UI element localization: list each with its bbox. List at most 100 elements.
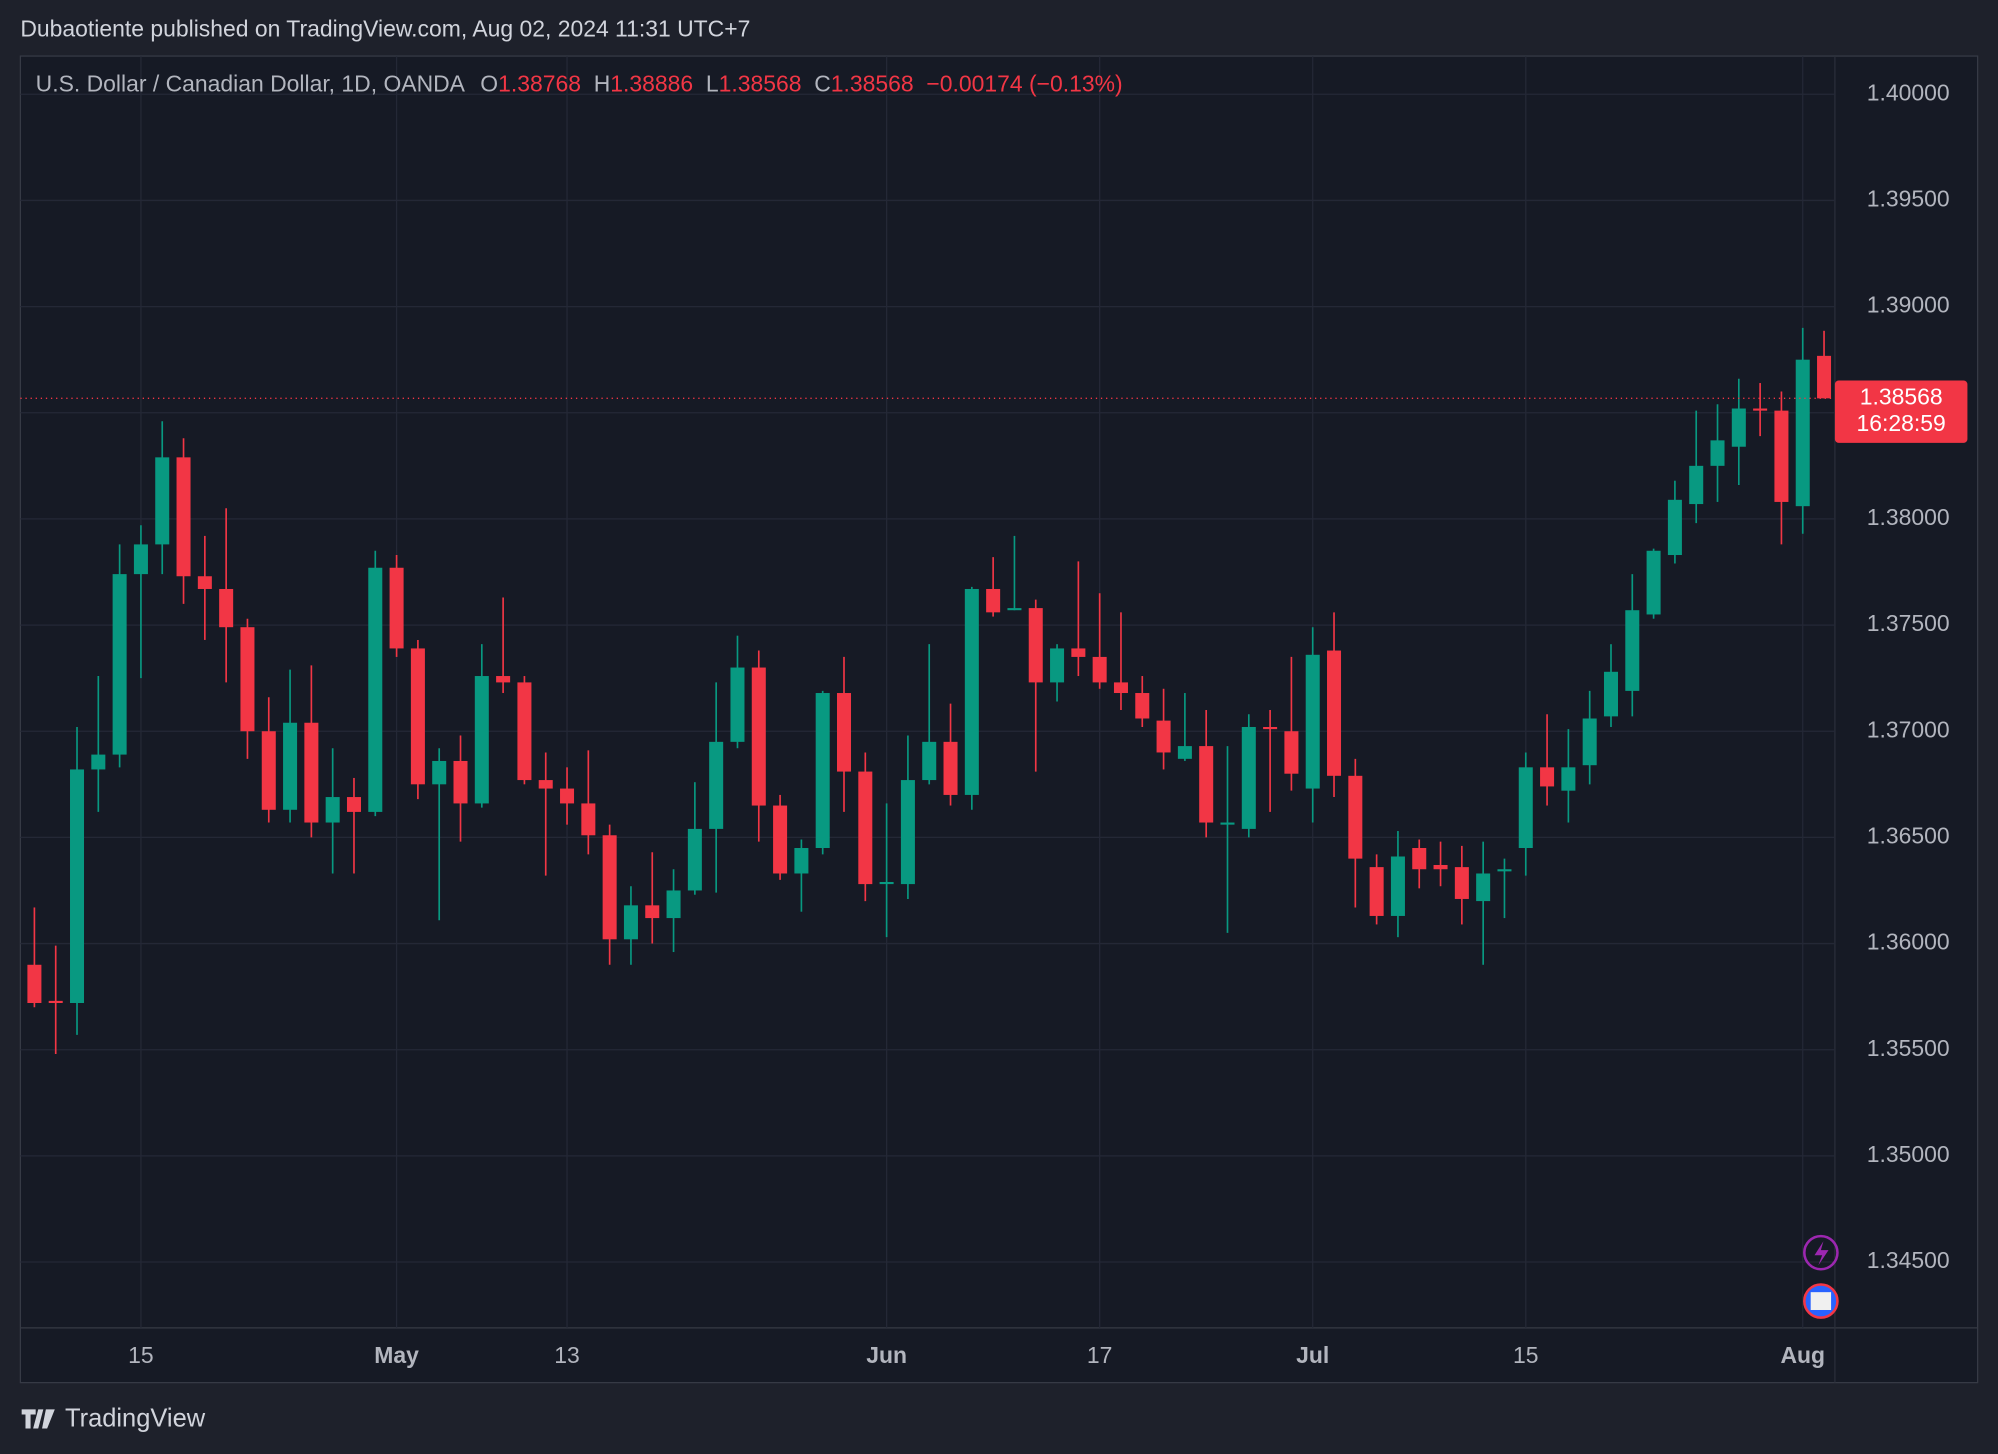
candle-body xyxy=(112,574,127,755)
candle-body xyxy=(1582,718,1597,766)
y-tick-label: 1.40000 xyxy=(1867,79,1950,105)
candle-body xyxy=(1071,648,1086,657)
candle-body xyxy=(1113,682,1128,694)
candle-body xyxy=(709,741,724,829)
candle-body xyxy=(261,731,276,810)
candle-body xyxy=(858,771,873,885)
candle-body xyxy=(623,905,638,940)
candle-body xyxy=(1327,650,1342,776)
candle-body xyxy=(1390,856,1405,916)
symbol-title: U.S. Dollar / Canadian Dollar, 1D, OANDA xyxy=(36,70,466,96)
publisher-line: Dubaotiente published on TradingView.com… xyxy=(20,16,750,42)
y-tick-label: 1.35000 xyxy=(1867,1141,1950,1167)
candle-body xyxy=(453,760,468,804)
brand-logo xyxy=(21,1409,55,1429)
candle-body xyxy=(368,567,383,812)
ohlc-key: L xyxy=(706,70,719,96)
candle-body xyxy=(1518,767,1533,849)
candle-body xyxy=(219,588,234,628)
change-value: −0.00174 (−0.13%) xyxy=(926,70,1122,96)
candle-body xyxy=(815,693,830,849)
grid xyxy=(20,56,1835,1328)
candle-body xyxy=(432,760,447,785)
y-tick-label: 1.37000 xyxy=(1867,716,1950,742)
candle-body xyxy=(389,567,404,649)
candle-body xyxy=(197,576,212,589)
candle-body xyxy=(900,780,915,885)
candle-body xyxy=(1625,610,1640,691)
candle-body xyxy=(346,797,361,812)
ohlc-key: C xyxy=(814,70,831,96)
event-icon[interactable] xyxy=(1803,1234,1839,1271)
candle-body xyxy=(1667,499,1682,556)
candle-body xyxy=(1646,550,1661,615)
candle-body xyxy=(1220,822,1235,825)
ohlc-value: 1.38568 xyxy=(719,70,802,96)
candle-body xyxy=(1156,720,1171,753)
x-tick-label: May xyxy=(374,1342,419,1368)
ohlc-key: O xyxy=(480,70,498,96)
candle-body xyxy=(1561,767,1576,791)
candle-body xyxy=(1710,440,1725,466)
candle-body xyxy=(1540,767,1555,787)
candle-body xyxy=(1433,864,1448,870)
lightning-icon xyxy=(1814,1241,1829,1266)
y-tick-label: 1.36000 xyxy=(1867,929,1950,955)
candle-body xyxy=(1795,359,1810,507)
candle-body xyxy=(1092,656,1107,683)
candle-body xyxy=(964,588,979,795)
candle-body xyxy=(773,805,788,874)
candle-body xyxy=(836,693,852,772)
candle-body xyxy=(474,676,489,804)
candle-body xyxy=(1476,873,1491,902)
chart-pane xyxy=(19,55,1979,1384)
x-tick-label: Aug xyxy=(1780,1342,1825,1368)
candle-body xyxy=(730,667,745,742)
y-tick-label: 1.35500 xyxy=(1867,1035,1950,1061)
last-price-tag xyxy=(1834,380,1968,443)
candle-body xyxy=(304,722,319,823)
ohlc-value: 1.38568 xyxy=(831,70,914,96)
y-tick-label: 1.39000 xyxy=(1867,292,1950,318)
candle-body xyxy=(1497,869,1512,872)
candle-body xyxy=(1263,726,1278,730)
candle-body xyxy=(1135,693,1150,719)
candle-body xyxy=(538,780,553,789)
ohlc-value: 1.38886 xyxy=(610,70,693,96)
candle-body xyxy=(1774,410,1789,502)
x-tick-label: 13 xyxy=(554,1342,579,1368)
candle-body xyxy=(1007,608,1022,611)
candle-body xyxy=(27,964,42,1003)
candle-body xyxy=(751,667,766,806)
candle-body xyxy=(602,835,617,940)
candle-body xyxy=(1369,867,1384,916)
ohlc-key: H xyxy=(594,70,611,96)
candle-body xyxy=(283,722,298,810)
candle-body xyxy=(1028,608,1043,683)
x-tick-label: Jul xyxy=(1296,1342,1329,1368)
candle-body xyxy=(1241,726,1256,829)
x-tick-label: 17 xyxy=(1087,1342,1112,1368)
y-tick-label: 1.34500 xyxy=(1867,1247,1950,1273)
candle-body xyxy=(943,741,958,795)
y-tick-label: 1.37500 xyxy=(1867,610,1950,636)
countdown-label: 16:28:59 xyxy=(1857,410,1946,436)
ohlc-value: 1.38768 xyxy=(498,70,581,96)
x-tick-label: 15 xyxy=(128,1342,153,1368)
last-price-label: 1.38568 xyxy=(1860,383,1943,409)
candle-body xyxy=(879,881,894,885)
flag-stripes xyxy=(1810,1292,1832,1311)
candle-body xyxy=(922,741,937,781)
brand-name: TradingView xyxy=(65,1404,206,1432)
candle-body xyxy=(687,828,702,891)
candle-body xyxy=(1753,408,1768,411)
candle-body xyxy=(155,457,170,545)
candle-body xyxy=(666,890,681,919)
candle-body xyxy=(1050,648,1065,683)
candle-body xyxy=(1305,654,1320,789)
candle-body xyxy=(986,588,1001,613)
candle-body xyxy=(517,682,532,781)
ohlc-legend: U.S. Dollar / Canadian Dollar, 1D, OANDA… xyxy=(36,70,1123,96)
